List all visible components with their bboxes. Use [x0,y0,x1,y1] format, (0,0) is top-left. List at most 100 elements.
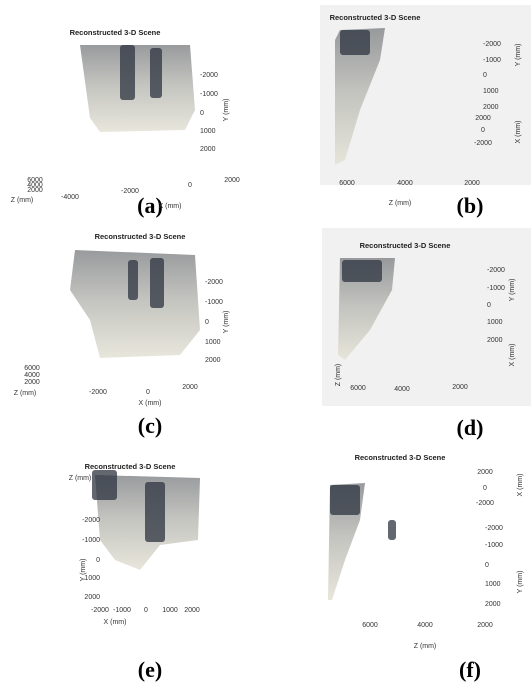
z-axis-label: Z (mm) [11,197,34,204]
dark-points [340,30,370,55]
y-tick-label: 1000 [84,575,100,582]
y-tick-label: 2000 [483,104,499,111]
y-tick-label: 0 [96,557,100,564]
x-tick-label: -2000 [474,140,492,147]
point-cloud [80,45,195,132]
x-axis-label: X (mm) [515,121,522,144]
z-tick-label: 2000 [452,384,468,391]
y-tick-label: -1000 [205,299,223,306]
y-axis-label: Y (mm) [517,571,524,594]
z-axis-label: Z (mm) [14,390,37,397]
z-axis-label: Z (mm) [414,643,437,650]
y-tick-label: -1000 [82,537,100,544]
x-tick-label: 2000 [182,384,198,391]
z-axis-label: Z (mm) [69,475,92,482]
x-tick-label: 0 [483,485,487,492]
x-axis-label: X (mm) [517,474,524,497]
z-tick-label: 2000 [24,379,40,386]
x-axis-label: X (mm) [509,344,516,367]
dark-points [150,258,164,308]
x-tick-label: 1000 [162,607,178,614]
x-axis-label: X (mm) [139,400,162,407]
y-axis-label: Y (mm) [515,44,522,67]
z-tick-label: 2000 [477,622,493,629]
panel-caption: (a) [137,193,163,218]
x-tick-label: 2000 [184,607,200,614]
x-tick-label: -2000 [476,500,494,507]
x-axis-label: X (mm) [159,203,182,210]
dark-points [330,485,360,515]
dark-points [145,482,165,542]
x-tick-label: 0 [188,182,192,189]
x-tick-label: 0 [144,607,148,614]
y-axis-label: Y (mm) [223,311,230,334]
y-tick-label: -1000 [487,285,505,292]
y-tick-label: -1000 [485,542,503,549]
y-tick-label: 0 [205,319,209,326]
panel-title: Reconstructed 3-D Scene [85,462,176,471]
y-tick-label: 1000 [485,581,501,588]
dark-points [150,48,162,98]
panel-caption: (b) [457,193,484,218]
z-tick-label: 4000 [397,180,413,187]
x-tick-label: 2000 [477,469,493,476]
x-tick-label: -1000 [113,607,131,614]
y-tick-label: -1000 [483,57,501,64]
y-tick-label: 1000 [487,319,503,326]
y-tick-label: 1000 [205,339,221,346]
y-tick-label: 0 [200,110,204,117]
y-tick-label: 2000 [487,337,503,344]
point-cloud [335,28,385,165]
z-tick-label: 4000 [27,182,43,189]
panel-title: Reconstructed 3-D Scene [330,13,421,22]
y-tick-label: 0 [483,72,487,79]
y-tick-label: -2000 [485,525,503,532]
dark-points [128,260,138,300]
z-tick-label: 6000 [362,622,378,629]
y-tick-label: 2000 [200,146,216,153]
y-tick-label: 0 [487,302,491,309]
x-axis-label: X (mm) [104,619,127,626]
y-axis-label: Y (mm) [223,99,230,122]
panel-title: Reconstructed 3-D Scene [70,28,161,37]
y-tick-label: 1000 [483,88,499,95]
y-tick-label: 1000 [200,128,216,135]
x-tick-label: -2000 [121,188,139,195]
dark-points [120,45,135,100]
x-tick-label: -2000 [89,389,107,396]
y-tick-label: -2000 [205,279,223,286]
x-tick-label: -2000 [91,607,109,614]
z-tick-label: 6000 [350,385,366,392]
y-tick-label: 2000 [485,601,501,608]
y-axis-label: Y (mm) [509,279,516,302]
z-tick-label: 2000 [27,187,43,194]
y-tick-label: 2000 [84,594,100,601]
z-tick-label: 4000 [417,622,433,629]
z-axis-label: Z (mm) [335,364,342,387]
x-tick-label: 0 [481,127,485,134]
panel-caption: (c) [138,413,162,438]
y-tick-label: -2000 [82,517,100,524]
panel-title: Reconstructed 3-D Scene [360,241,451,250]
dark-points [342,260,382,282]
panel-caption: (e) [138,657,162,682]
y-tick-label: -1000 [200,91,218,98]
y-tick-label: -2000 [487,267,505,274]
panel-title: Reconstructed 3-D Scene [95,232,186,241]
z-tick-label: 2000 [464,180,480,187]
z-axis-label: Z (mm) [389,200,412,207]
z-tick-label: 6000 [339,180,355,187]
z-tick-label: 6000 [24,365,40,372]
y-tick-label: 0 [485,562,489,569]
z-tick-label: 4000 [24,372,40,379]
x-tick-label: 0 [146,389,150,396]
x-tick-label: 2000 [224,177,240,184]
panel-title: Reconstructed 3-D Scene [355,453,446,462]
y-tick-label: -2000 [200,72,218,79]
y-tick-label: -2000 [483,41,501,48]
z-tick-label: 4000 [394,386,410,393]
x-tick-label: -4000 [61,194,79,201]
point-cloud [338,258,395,360]
point-cloud [70,250,200,358]
dark-points [92,470,117,500]
